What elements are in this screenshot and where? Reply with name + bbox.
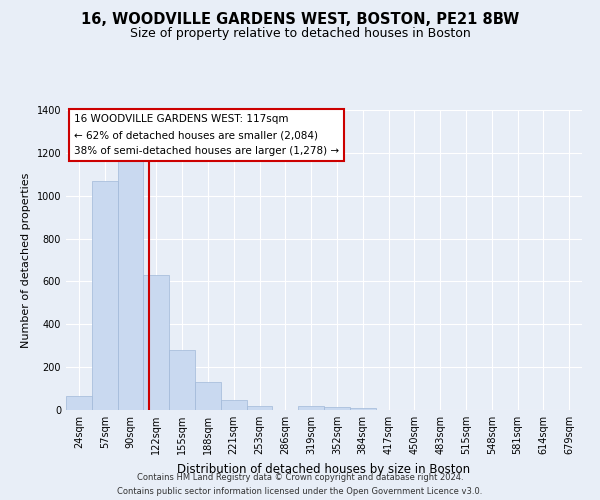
Bar [195, 382, 221, 410]
Bar [143, 275, 169, 410]
Bar [66, 396, 92, 410]
Bar [324, 407, 350, 410]
Bar [118, 162, 143, 410]
Text: Contains HM Land Registry data © Crown copyright and database right 2024.: Contains HM Land Registry data © Crown c… [137, 473, 463, 482]
Y-axis label: Number of detached properties: Number of detached properties [21, 172, 31, 348]
Text: Size of property relative to detached houses in Boston: Size of property relative to detached ho… [130, 28, 470, 40]
Bar [298, 406, 324, 410]
Text: Contains public sector information licensed under the Open Government Licence v3: Contains public sector information licen… [118, 486, 482, 496]
Bar [247, 406, 272, 410]
Bar [92, 180, 118, 410]
Bar [350, 408, 376, 410]
Text: 16, WOODVILLE GARDENS WEST, BOSTON, PE21 8BW: 16, WOODVILLE GARDENS WEST, BOSTON, PE21… [81, 12, 519, 28]
Bar [169, 350, 195, 410]
Text: 16 WOODVILLE GARDENS WEST: 117sqm
← 62% of detached houses are smaller (2,084)
3: 16 WOODVILLE GARDENS WEST: 117sqm ← 62% … [74, 114, 339, 156]
Bar [221, 400, 247, 410]
X-axis label: Distribution of detached houses by size in Boston: Distribution of detached houses by size … [178, 462, 470, 475]
